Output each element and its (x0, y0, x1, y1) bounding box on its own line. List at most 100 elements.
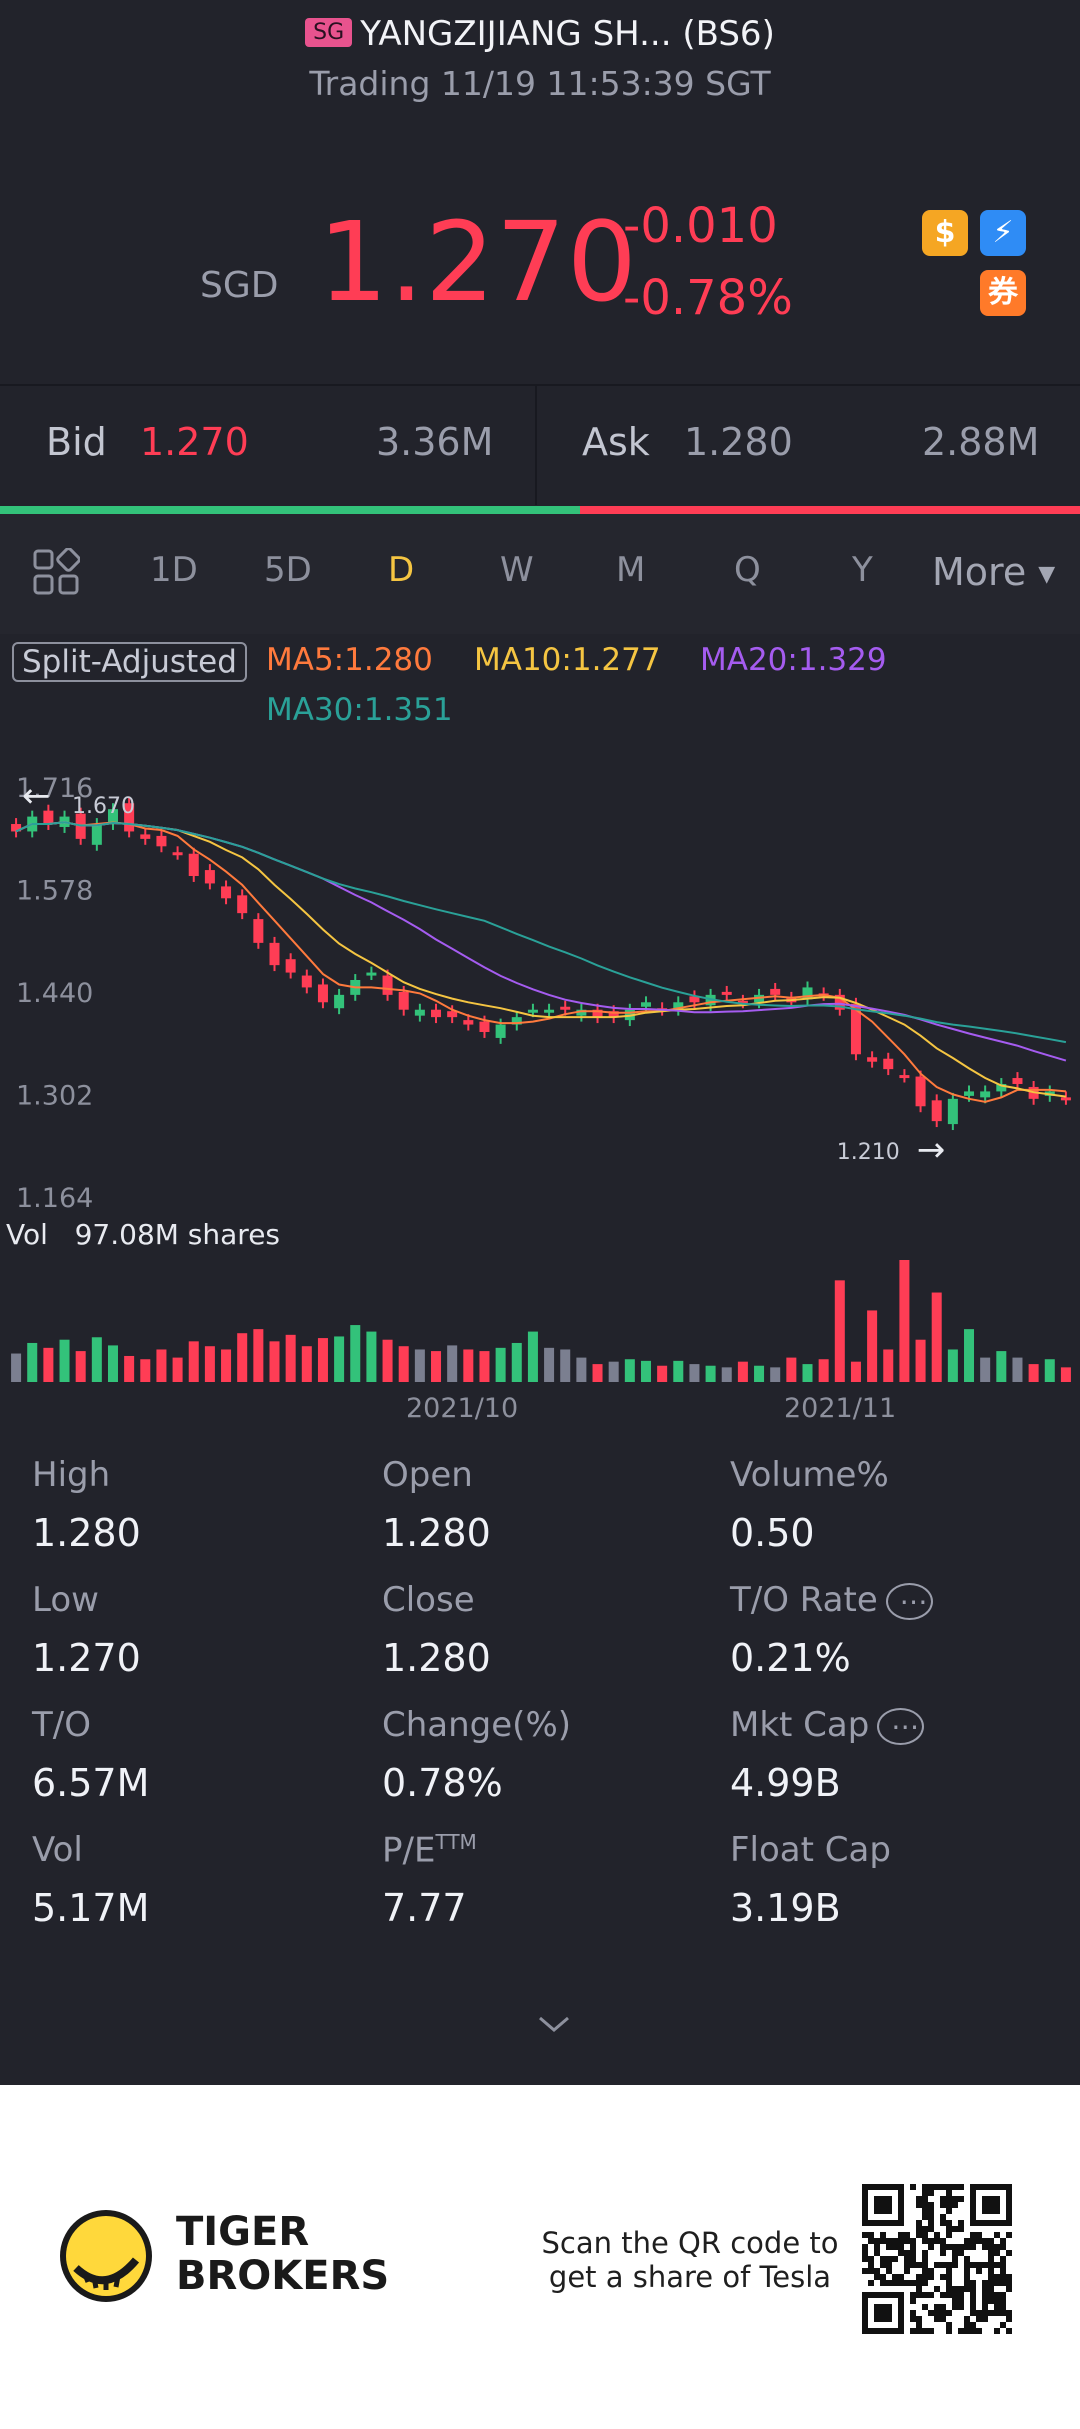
qr-module (952, 2256, 958, 2262)
tab-yearly[interactable]: Y (852, 550, 873, 590)
tab-more[interactable]: More ▼ (932, 550, 1055, 594)
bid-strength-bar (0, 506, 580, 514)
qr-module (868, 2256, 874, 2262)
qr-module (988, 2280, 994, 2286)
qr-module (946, 2262, 952, 2268)
volume-bar (915, 1339, 926, 1382)
candle (140, 834, 151, 839)
qr-module (958, 2250, 964, 2256)
bid-price[interactable]: 1.270 (140, 420, 249, 464)
volume-bar (737, 1361, 748, 1382)
qr-module (952, 2184, 958, 2190)
tab-monthly[interactable]: M (616, 550, 646, 590)
market-badge: SG (305, 18, 353, 47)
qr-module (964, 2238, 970, 2244)
volume-bar (301, 1346, 312, 1382)
volume-bar (624, 1359, 635, 1382)
qr-module (862, 2268, 868, 2274)
qr-module (1006, 2232, 1012, 2238)
qr-module (1000, 2280, 1006, 2286)
volume-bar (721, 1367, 732, 1382)
qr-module (922, 2250, 928, 2256)
qr-module (916, 2262, 922, 2268)
qr-module (940, 2292, 946, 2298)
high-marker-label: 1.670 (72, 794, 135, 819)
qr-finder (982, 2196, 1000, 2214)
stat-value: 1.280 (382, 1511, 491, 1555)
info-more-icon[interactable]: ⋯ (877, 1708, 925, 1745)
candlestick-chart[interactable]: 1.716 1.578 1.440 1.302 1.164 ← 1.670 1.210 → 202… (0, 740, 1080, 1420)
qr-module (868, 2238, 874, 2244)
bolt-icon[interactable]: ⚡ (980, 210, 1026, 256)
volume-bar (156, 1349, 167, 1382)
tab-5d[interactable]: 5D (264, 550, 312, 590)
split-adjusted-toggle[interactable]: Split-Adjusted (12, 642, 247, 682)
qr-module (916, 2328, 922, 2334)
qr-module (928, 2244, 934, 2250)
volume-bar (431, 1351, 442, 1382)
qr-module (946, 2190, 952, 2196)
qr-module (958, 2328, 964, 2334)
tab-daily[interactable]: D (388, 550, 415, 590)
qr-module (910, 2328, 916, 2334)
qr-module (988, 2292, 994, 2298)
stat-value: 1.280 (32, 1511, 141, 1555)
more-label: More (932, 550, 1027, 594)
qr-module (916, 2316, 922, 2322)
qr-module (964, 2316, 970, 2322)
qr-module (868, 2232, 874, 2238)
qr-module (1000, 2238, 1006, 2244)
chart-layout-icon[interactable] (32, 548, 80, 596)
ask-price[interactable]: 1.280 (684, 420, 793, 464)
candle (915, 1076, 926, 1107)
qr-module (952, 2202, 958, 2208)
qr-module (916, 2232, 922, 2238)
candle (867, 1057, 878, 1062)
qr-code (862, 2184, 1012, 2334)
volume-bar (802, 1364, 813, 1382)
info-more-icon[interactable]: ⋯ (885, 1583, 933, 1620)
brand-line-2: BROKERS (176, 2253, 390, 2299)
ma5-label: MA5:1.280 (266, 642, 433, 678)
coupon-icon[interactable]: 券 (980, 270, 1026, 316)
qr-module (952, 2226, 958, 2232)
qr-module (940, 2238, 946, 2244)
qr-module (958, 2196, 964, 2202)
qr-module (946, 2268, 952, 2274)
qr-module (928, 2328, 934, 2334)
volume-bar (786, 1357, 797, 1382)
qr-module (976, 2310, 982, 2316)
qr-module (1000, 2256, 1006, 2262)
qr-module (994, 2280, 1000, 2286)
volume-bar (11, 1353, 22, 1382)
y-tick-label: 1.440 (16, 978, 93, 1009)
tab-1d[interactable]: 1D (150, 550, 198, 590)
qr-module (922, 2184, 928, 2190)
qr-module (982, 2310, 988, 2316)
volume-bar (107, 1345, 118, 1382)
app-background (0, 0, 1080, 2085)
volume-bar (43, 1347, 54, 1382)
qr-module (970, 2286, 976, 2292)
qr-module (970, 2232, 976, 2238)
qr-module (934, 2310, 940, 2316)
dollar-icon[interactable]: $ (922, 210, 968, 256)
candle (334, 994, 345, 1009)
tab-weekly[interactable]: W (500, 550, 534, 590)
qr-finder (874, 2304, 892, 2322)
volume-bar (1044, 1359, 1055, 1382)
stat-label: Volume% (730, 1455, 889, 1495)
qr-module (994, 2274, 1000, 2280)
qr-module (862, 2256, 868, 2262)
volume-bar (188, 1341, 199, 1382)
qr-module (922, 2274, 928, 2280)
qr-module (880, 2238, 886, 2244)
ma10-line (15, 821, 1067, 1098)
qr-module (934, 2286, 940, 2292)
expand-chevron-icon[interactable] (536, 2012, 572, 2040)
y-tick-label: 1.302 (16, 1081, 93, 1112)
candle (301, 975, 312, 988)
volume-bar (366, 1331, 377, 1382)
tab-quarterly[interactable]: Q (734, 550, 761, 590)
qr-module (946, 2208, 952, 2214)
